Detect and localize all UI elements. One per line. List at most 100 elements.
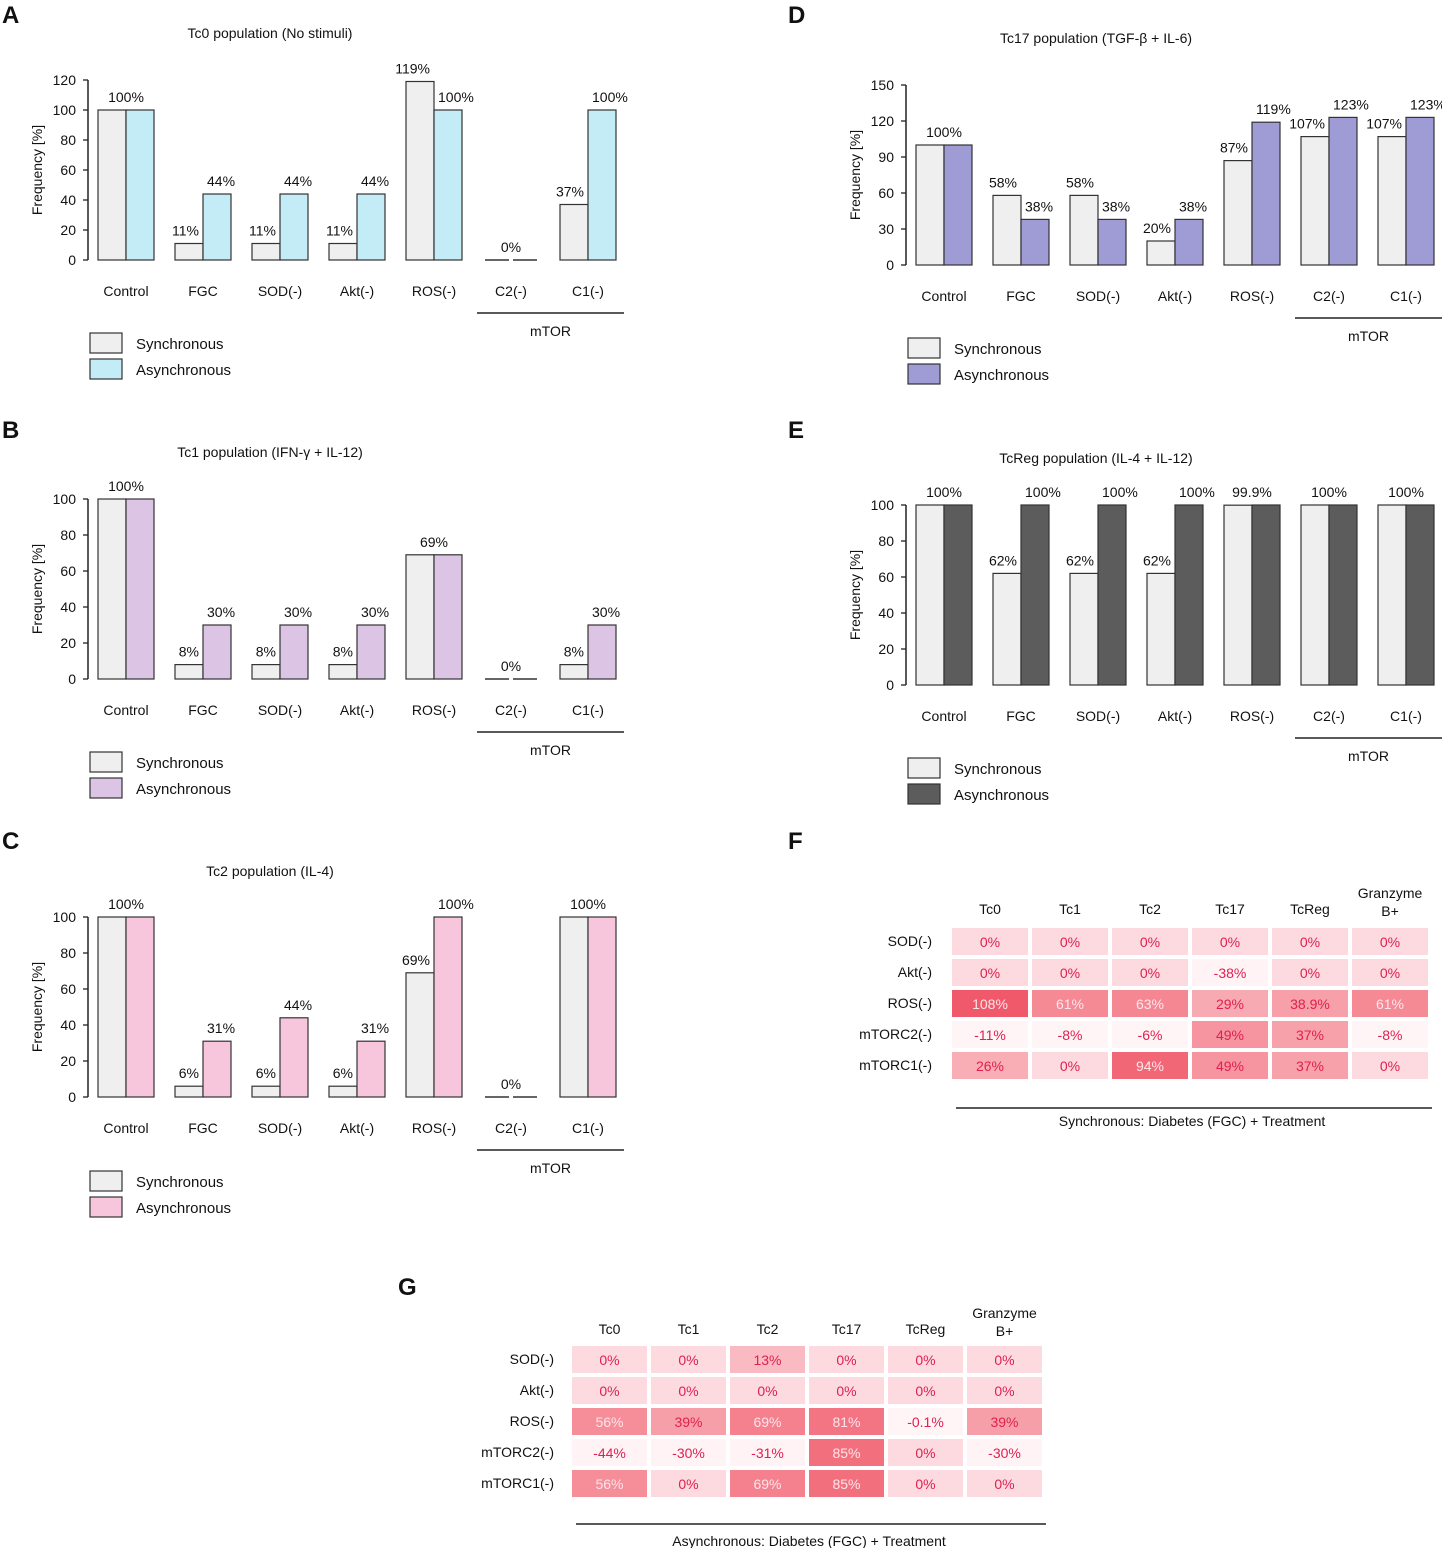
bar-synchronous <box>1300 504 1330 686</box>
heatmap-cell <box>1032 959 1108 986</box>
data-label: 119% <box>395 61 430 77</box>
data-label: 20% <box>1143 220 1171 236</box>
heatmap-cell <box>967 1346 1042 1373</box>
x-tick-label: Control <box>921 708 966 724</box>
data-label: 100% <box>570 896 606 912</box>
panel-d: D Tc17 population (TGF-β + IL-6) 0 30 60 90 1… <box>786 0 1442 400</box>
bar-asynchronous <box>433 916 463 1098</box>
x-tick-label: SOD(-) <box>258 283 302 299</box>
bar-asynchronous <box>202 624 232 680</box>
legend-swatch <box>907 757 941 779</box>
bar-synchronous <box>97 109 127 261</box>
x-tick-label: C1(-) <box>1390 708 1422 724</box>
data-label: 100% <box>108 478 144 494</box>
column-header: Tc2 <box>757 1321 779 1337</box>
cell-label: 108% <box>972 996 1008 1012</box>
cell-label: 0% <box>599 1352 619 1368</box>
data-label: 100% <box>438 89 474 105</box>
heatmap-cell <box>730 1346 805 1373</box>
x-tick-label: ROS(-) <box>412 1120 456 1136</box>
bar-synchronous <box>251 1085 281 1098</box>
x-tick-label: Control <box>103 1120 148 1136</box>
cell-label: 94% <box>1136 1058 1164 1074</box>
heatmap-caption: Asynchronous: Diabetes (FGC) + Treatment <box>672 1533 946 1548</box>
data-label: 62% <box>1066 552 1094 568</box>
column-header: Tc17 <box>832 1321 862 1337</box>
x-tick-label: ROS(-) <box>1230 708 1274 724</box>
legend-label: Synchronous <box>954 341 1042 358</box>
bar-asynchronous <box>1405 504 1435 686</box>
legend-label: Synchronous <box>136 336 224 353</box>
data-label: 99.9% <box>1232 484 1272 500</box>
x-tick-label: FGC <box>188 702 218 718</box>
column-header: TcReg <box>906 1321 946 1337</box>
cell-label: 81% <box>832 1414 860 1430</box>
bar-asynchronous <box>1405 116 1435 266</box>
x-tick-label: C1(-) <box>572 1120 604 1136</box>
y-axis-label: Frequency [%] <box>29 125 45 215</box>
bar-synchronous <box>251 664 281 680</box>
bar-asynchronous <box>202 1040 232 1098</box>
data-label: 44% <box>284 997 312 1013</box>
data-label: 100% <box>592 89 628 105</box>
heatmap-cell <box>1112 1052 1188 1079</box>
data-label: 69% <box>420 534 448 550</box>
bar-asynchronous <box>202 193 232 261</box>
x-tick-label: SOD(-) <box>258 702 302 718</box>
y-tick-label: 80 <box>878 533 894 549</box>
bar-asynchronous <box>125 498 155 680</box>
y-tick-label: 150 <box>871 77 895 93</box>
bar-asynchronous <box>1020 504 1050 686</box>
y-tick-label: 60 <box>878 569 894 585</box>
legend-label: Asynchronous <box>136 1200 231 1217</box>
data-label: 87% <box>1220 140 1248 156</box>
heatmap-cell <box>1192 990 1268 1017</box>
heatmap-cell <box>1352 1021 1428 1048</box>
legend-swatch <box>89 777 123 799</box>
heatmap-f: Tc0 Tc1 Tc2 Tc17 TcReg Granzyme B+ SOD(-) 0% 0% 0%… <box>859 885 1432 1129</box>
x-tick-label: C2(-) <box>1313 708 1345 724</box>
bar-synchronous <box>559 203 589 261</box>
data-label: 30% <box>284 604 312 620</box>
data-label: 44% <box>284 173 312 189</box>
panel-label: G <box>398 1274 417 1301</box>
cell-label: 0% <box>757 1383 777 1399</box>
cell-label: 0% <box>994 1476 1014 1492</box>
cell-label: 61% <box>1376 996 1404 1012</box>
legend-swatch <box>89 1196 123 1218</box>
cell-label: 0% <box>915 1445 935 1461</box>
cell-label: 0% <box>1300 934 1320 950</box>
cell-label: 0% <box>1140 934 1160 950</box>
row-header: Akt(-) <box>898 964 932 980</box>
bar-asynchronous <box>943 144 973 266</box>
y-tick-label: 40 <box>878 605 894 621</box>
heatmap-cell <box>1192 1021 1268 1048</box>
x-tick-label: ROS(-) <box>412 702 456 718</box>
x-tick-label: C1(-) <box>1390 288 1422 304</box>
bar-synchronous <box>992 194 1022 266</box>
y-tick-label: 0 <box>68 1089 76 1105</box>
heatmap-cell <box>1352 928 1428 955</box>
heatmap-cell <box>730 1439 805 1466</box>
y-tick-label: 0 <box>886 677 894 693</box>
heatmap-cell <box>967 1408 1042 1435</box>
legend-label: Asynchronous <box>136 781 231 798</box>
data-label: 30% <box>592 604 620 620</box>
bar-asynchronous <box>1328 504 1358 686</box>
data-label: 100% <box>1102 484 1138 500</box>
cell-label: 85% <box>832 1445 860 1461</box>
legend-swatch <box>89 358 123 380</box>
bar-asynchronous <box>279 624 309 680</box>
bar-synchronous <box>1377 136 1407 266</box>
cell-label: 0% <box>980 934 1000 950</box>
data-label: 0% <box>501 239 521 255</box>
cell-label: -38% <box>1214 965 1247 981</box>
column-header: B+ <box>996 1323 1014 1339</box>
legend-swatch <box>89 751 123 773</box>
legend-label: Synchronous <box>954 761 1042 778</box>
group-label: mTOR <box>530 1160 571 1176</box>
heatmap-g: Tc0 Tc1 Tc2 Tc17 TcReg Granzyme B+ SOD(-) 0% 0% 13… <box>481 1305 1046 1548</box>
x-tick-label: Akt(-) <box>340 283 374 299</box>
data-label: 8% <box>333 644 353 660</box>
y-tick-label: 90 <box>878 149 894 165</box>
